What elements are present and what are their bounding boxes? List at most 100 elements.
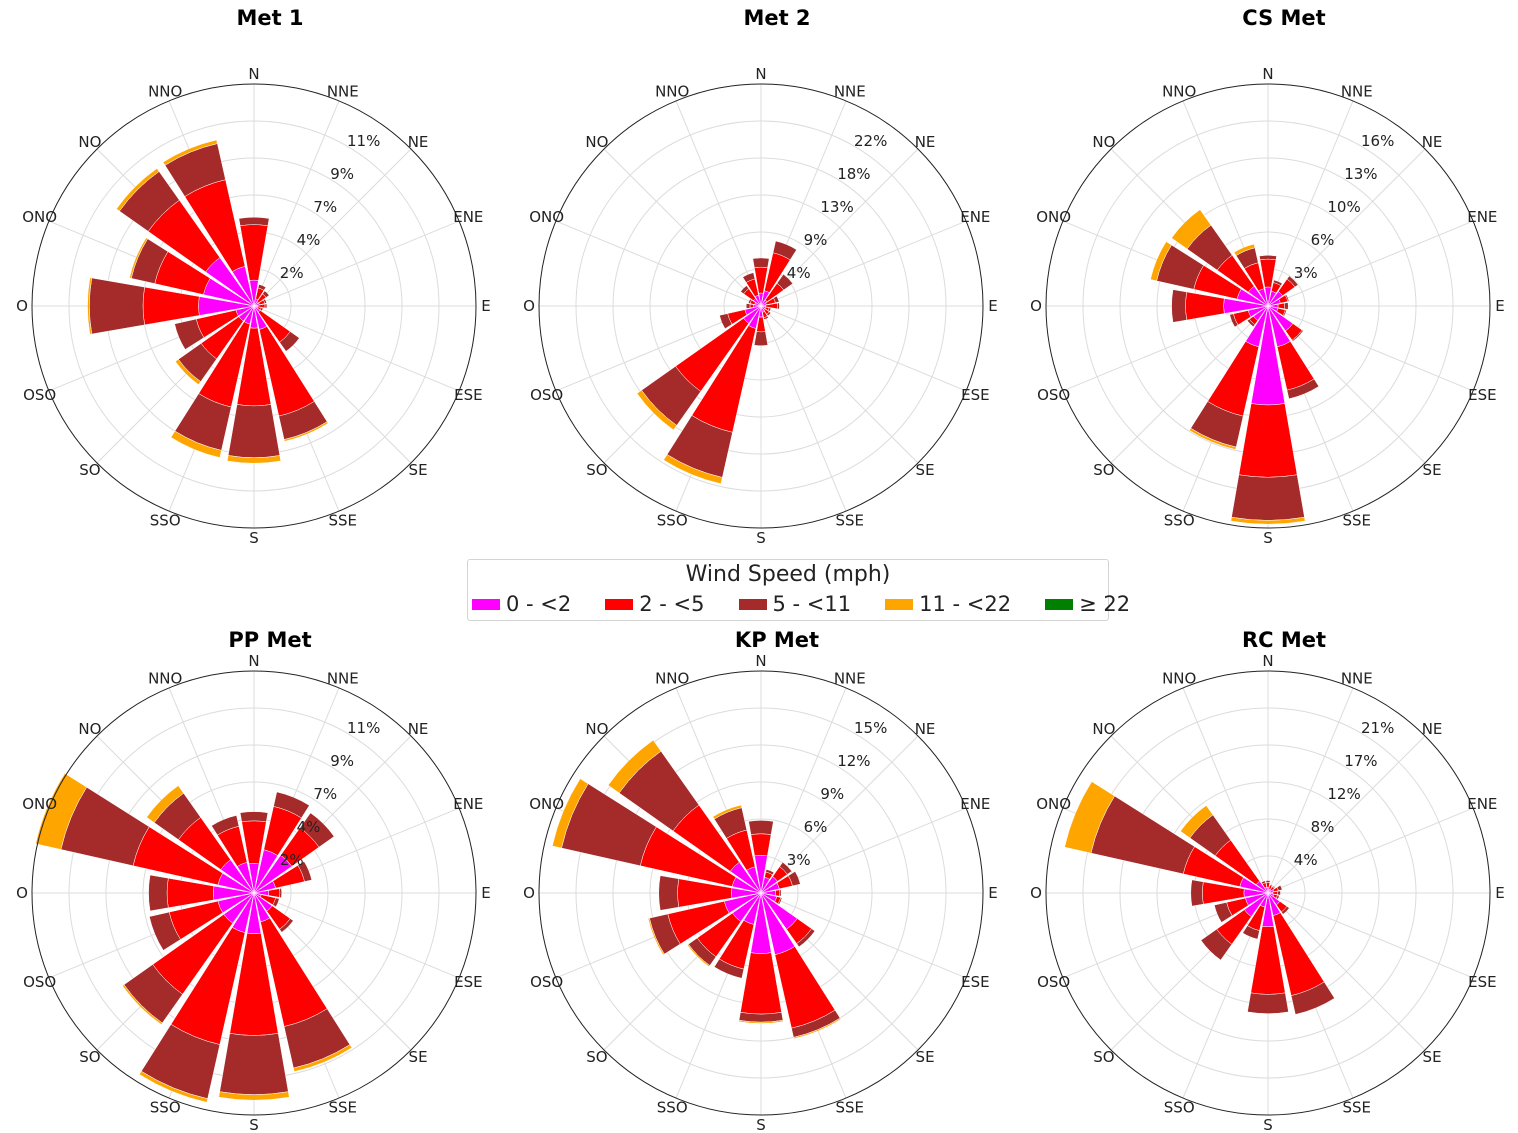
- bar-segment: [750, 833, 772, 857]
- radial-tick-label: 6%: [1311, 231, 1335, 249]
- bar-segment: [218, 1091, 290, 1101]
- bar-segment: [227, 404, 281, 458]
- bar-segment: [279, 887, 282, 899]
- direction-label: SSO: [150, 1098, 181, 1116]
- bar-segment: [1265, 880, 1271, 883]
- direction-label: S: [249, 529, 259, 547]
- direction-label: S: [756, 529, 766, 547]
- direction-label: NNO: [1162, 670, 1196, 688]
- bar-segment: [796, 928, 816, 948]
- radial-tick-label: 7%: [313, 785, 337, 803]
- grid-spoke: [253, 305, 460, 392]
- direction-label: NO: [1092, 720, 1115, 738]
- direction-label: N: [1262, 652, 1273, 670]
- bar-segment: [775, 889, 781, 897]
- bar-segment: [138, 1070, 208, 1103]
- direction-label: E: [988, 297, 997, 315]
- direction-label: ONO: [529, 208, 564, 226]
- direction-label: E: [481, 884, 490, 902]
- bars: [552, 739, 842, 1039]
- bar-segment: [552, 778, 589, 849]
- direction-label: NNE: [327, 670, 359, 688]
- bar-segment: [89, 277, 145, 335]
- bar-segment: [779, 889, 782, 897]
- bar-segment: [767, 307, 772, 312]
- bar-segment: [793, 1017, 842, 1039]
- legend-title: Wind Speed (mph): [685, 562, 891, 587]
- outer-ring: [1045, 83, 1491, 529]
- grid-spoke: [675, 100, 762, 307]
- radial-tick-label: 12%: [1327, 785, 1360, 803]
- direction-label: E: [481, 297, 490, 315]
- bar-segment: [263, 298, 267, 304]
- bar-segment: [686, 943, 711, 968]
- grid-spoke: [760, 687, 847, 894]
- direction-label: SO: [1093, 1048, 1114, 1066]
- grid-spoke: [1267, 100, 1354, 307]
- grid-spoke: [1267, 807, 1474, 894]
- grid-spoke: [1267, 220, 1474, 307]
- direction-label: NE: [915, 720, 936, 738]
- radial-tick-label: 11%: [347, 719, 380, 737]
- direction-label: N: [248, 65, 259, 83]
- direction-label: OSO: [1037, 386, 1070, 404]
- bar-segment: [293, 1044, 353, 1072]
- direction-label: ONO: [22, 795, 57, 813]
- bar-segment: [647, 917, 665, 956]
- direction-label: NO: [585, 720, 608, 738]
- bars: [87, 139, 329, 464]
- bar-segment: [162, 139, 218, 166]
- legend-items: 0 - <2 2 - <5 5 - <11 11 - <22 ≥ 22: [472, 592, 1130, 616]
- bar-segment: [1291, 329, 1304, 342]
- bar-segment: [765, 869, 775, 876]
- bar-segment: [116, 168, 160, 212]
- bar-segment: [219, 1033, 289, 1095]
- bar-segment: [148, 874, 169, 912]
- bar-segment: [259, 307, 264, 312]
- bar-segment: [776, 273, 794, 291]
- radial-tick-label: 4%: [297, 231, 321, 249]
- bar-segment: [1185, 291, 1225, 321]
- legend-label: 2 - <5: [639, 592, 705, 616]
- bar-segment: [1242, 925, 1260, 940]
- direction-label: S: [1263, 529, 1273, 547]
- radial-tick-label: 8%: [1311, 818, 1335, 836]
- bar-segment: [299, 812, 335, 848]
- direction-label: ESE: [454, 386, 482, 404]
- bar-segment: [779, 861, 793, 875]
- radial-tick-label: 4%: [297, 818, 321, 836]
- grid-spoke: [555, 220, 762, 307]
- bar-segment: [1276, 884, 1283, 891]
- direction-label: NO: [1092, 133, 1115, 151]
- direction-label: SSO: [1164, 1098, 1195, 1116]
- direction-label: SE: [1423, 1048, 1442, 1066]
- outer-ring: [1045, 670, 1491, 1116]
- grid-spoke: [760, 305, 847, 512]
- direction-label: NE: [915, 133, 936, 151]
- bar-segment: [636, 389, 678, 431]
- legend-label: ≥ 22: [1079, 592, 1131, 616]
- bar-segment: [1064, 781, 1115, 854]
- direction-label: ENE: [960, 208, 990, 226]
- direction-label: SE: [1423, 461, 1442, 479]
- bar-segment: [1189, 427, 1237, 450]
- direction-label: NE: [1422, 720, 1443, 738]
- radial-tick-label: 18%: [837, 165, 870, 183]
- bar-segment: [777, 302, 780, 310]
- direction-label: OSO: [530, 386, 563, 404]
- direction-label: E: [988, 884, 997, 902]
- direction-label: NNO: [655, 83, 689, 101]
- legend-label: 5 - <11: [772, 592, 852, 616]
- radial-tick-label: 13%: [820, 198, 853, 216]
- bar-segment: [745, 303, 751, 309]
- direction-label: NO: [78, 720, 101, 738]
- bar-segment: [297, 861, 313, 882]
- direction-label: ESE: [1468, 386, 1496, 404]
- legend-swatch: [885, 598, 914, 610]
- bar-segment: [239, 811, 269, 823]
- bar-segment: [1272, 885, 1276, 889]
- direction-label: SSO: [657, 511, 688, 529]
- bar-segment: [166, 877, 215, 909]
- direction-label: SSE: [836, 1098, 865, 1116]
- direction-label: S: [1263, 1116, 1273, 1133]
